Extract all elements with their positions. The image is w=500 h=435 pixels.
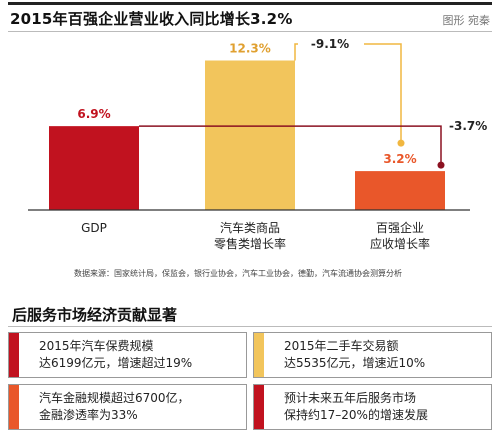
header: 2015年百强企业营业收入同比增长3.2% 图形 宛秦 [10, 8, 490, 30]
data-label: 3.2% [383, 152, 416, 166]
data-label: 6.9% [77, 107, 110, 121]
header-rule [8, 31, 492, 32]
stat-box-finance: 汽车金融规模超过6700亿， 金融渗透率为33% [8, 384, 247, 430]
x-tick-label: 应收增长率 [370, 236, 430, 251]
difference-connector [139, 125, 442, 166]
stat-line: 2015年二手车交易额 [284, 339, 399, 353]
top-rule [8, 2, 492, 5]
stat-mark [254, 333, 264, 377]
stat-box-used-car: 2015年二手车交易额 达5535亿元，增速近10% [253, 332, 492, 378]
stat-line: 预计未来五年后服务市场 [284, 391, 417, 405]
x-tick-label: 零售类增长率 [214, 236, 286, 251]
stat-box-forecast: 预计未来五年后服务市场 保持约17–20%的增速发展 [253, 384, 492, 430]
stat-line: 汽车金融规模超过6700亿， [39, 391, 190, 405]
stat-text: 2015年二手车交易额 达5535亿元，增速近10% [284, 338, 425, 372]
bar [49, 126, 139, 210]
stat-mark [9, 333, 19, 377]
stat-line: 保持约17–20%的增速发展 [284, 408, 428, 422]
x-tick-label: 百强企业 [376, 220, 424, 235]
difference-connector [294, 43, 402, 144]
stats-grid: 2015年汽车保费规模 达6199亿元，增速超过19% 2015年二手车交易额 … [8, 332, 492, 430]
difference-label-bg [298, 32, 364, 54]
stat-text: 预计未来五年后服务市场 保持约17–20%的增速发展 [284, 390, 428, 424]
stat-line: 达6199亿元，增速超过19% [39, 356, 193, 370]
stat-box-insurance: 2015年汽车保费规模 达6199亿元，增速超过19% [8, 332, 247, 378]
stat-text: 汽车金融规模超过6700亿， 金融渗透率为33% [39, 390, 190, 424]
stat-line: 金融渗透率为33% [39, 408, 138, 422]
data-label: 12.3% [229, 42, 271, 56]
difference-label: -3.7% [449, 119, 487, 133]
data-source: 数据来源：国家统计局，保监会，银行业协会，汽车工业协会，德勤，汽车流通协会测算分… [74, 269, 402, 278]
stat-line: 2015年汽车保费规模 [39, 339, 154, 353]
connector-dot [397, 139, 405, 147]
x-tick-label: 汽车类商品 [220, 220, 280, 235]
difference-label: -9.1% [311, 37, 349, 51]
stat-line: 达5535亿元，增速近10% [284, 356, 426, 370]
stat-mark [254, 385, 264, 429]
bar [355, 171, 445, 210]
bar [205, 60, 295, 210]
chart-title: 2015年百强企业营业收入同比增长3.2% [10, 10, 293, 28]
stat-text: 2015年汽车保费规模 达6199亿元，增速超过19% [39, 338, 192, 372]
section-title: 后服务市场经济贡献显著 [12, 306, 178, 324]
connector-dot [437, 161, 445, 169]
x-tick-label: GDP [81, 221, 107, 235]
stat-mark [9, 385, 19, 429]
section-rule [8, 326, 492, 327]
credit-text: 图形 宛秦 [442, 14, 491, 27]
